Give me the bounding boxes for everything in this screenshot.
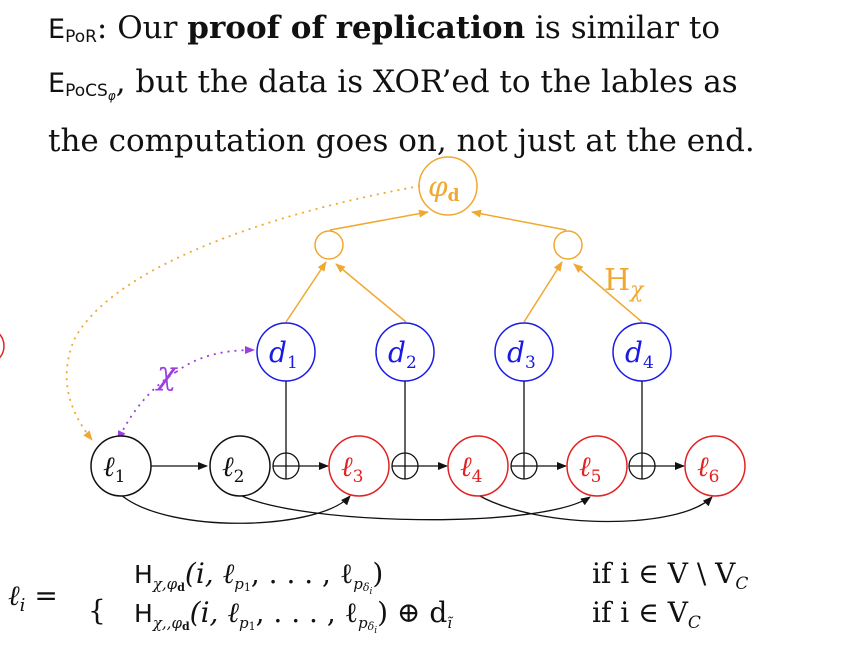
data-node-d4: d4 xyxy=(612,322,672,382)
svg-text:d1: d1 xyxy=(269,336,298,373)
tree-internal-node-right xyxy=(553,230,583,260)
chi-label: χ xyxy=(155,354,178,392)
svg-text:ℓ6: ℓ6 xyxy=(697,450,720,487)
merkle-tree xyxy=(285,156,643,323)
intro-text: EPoR: Our proof of replication is simila… xyxy=(48,6,828,164)
epocs-term: EPoCSφ xyxy=(48,68,116,103)
chi-double-arrow-top xyxy=(175,346,255,373)
label-node-l5: ℓ5 xyxy=(566,435,628,497)
formula-case-2-condition: if i ∈ VC xyxy=(592,596,701,633)
intro-line-2: EPoCSφ, but the data is XOR’ed to the la… xyxy=(48,64,738,103)
intro-line-1: EPoR: Our proof of replication is simila… xyxy=(48,10,721,47)
svg-text:d2: d2 xyxy=(388,336,417,373)
xor-icon xyxy=(628,452,656,480)
root-label: φd xyxy=(428,170,460,206)
hash-label: Hχ xyxy=(604,263,645,303)
formula-case-1-condition: if i ∈ V \ VC xyxy=(592,557,748,594)
root-to-label-arc xyxy=(65,185,421,441)
label-node-l4: ℓ4 xyxy=(447,435,509,497)
svg-text:d4: d4 xyxy=(625,336,654,373)
formula-brace: { xyxy=(88,594,106,627)
bold-phrase: proof of replication xyxy=(187,10,526,46)
xor-icon xyxy=(272,452,300,480)
label-formula: ℓi = { Hχ,φd(i, ℓp1, . . . , ℓpδi) if i … xyxy=(8,557,748,636)
label-node-l2: ℓ2 xyxy=(209,435,271,497)
data-node-d1: d1 xyxy=(256,322,316,382)
svg-text:d3: d3 xyxy=(507,336,536,373)
xor-nodes xyxy=(272,452,656,480)
xor-icon xyxy=(391,452,419,480)
label-nodes: ℓ1 ℓ2 ℓ3 ℓ4 ℓ5 ℓ6 xyxy=(90,435,746,497)
label-node-l6: ℓ6 xyxy=(684,435,746,497)
offscreen-node xyxy=(0,333,5,359)
tree-edge xyxy=(471,209,567,231)
formula-case-2: Hχ,,φd(i, ℓp1, . . . , ℓpδi) ⊕ dĩ xyxy=(134,596,454,636)
data-node-d2: d2 xyxy=(375,322,435,382)
tree-internal-node-left xyxy=(314,230,344,260)
tree-edge xyxy=(285,261,327,323)
svg-text:ℓ3: ℓ3 xyxy=(341,450,364,487)
formula-case-1: Hχ,φd(i, ℓp1, . . . , ℓpδi) xyxy=(134,557,383,597)
xor-icon xyxy=(510,452,538,480)
svg-text:ℓ4: ℓ4 xyxy=(460,450,483,487)
data-to-xor-lines xyxy=(285,381,643,453)
label-node-l3: ℓ3 xyxy=(328,435,390,497)
intro-line-3: the computation goes on, not just at the… xyxy=(48,123,755,159)
tree-edge xyxy=(329,209,429,231)
label-node-l1: ℓ1 xyxy=(90,435,152,497)
data-nodes: d1 d2 d3 d4 xyxy=(256,322,672,382)
epor-term: EPoR xyxy=(48,14,97,47)
svg-text:ℓ1: ℓ1 xyxy=(103,450,126,487)
tree-edge xyxy=(335,263,407,323)
svg-text:ℓ5: ℓ5 xyxy=(579,450,602,487)
tree-edge xyxy=(573,263,643,323)
formula-lhs: ℓi = xyxy=(8,579,58,616)
data-node-d3: d3 xyxy=(494,322,554,382)
svg-text:ℓ2: ℓ2 xyxy=(222,450,245,487)
skip-edges xyxy=(120,494,713,524)
tree-edge xyxy=(523,261,563,323)
